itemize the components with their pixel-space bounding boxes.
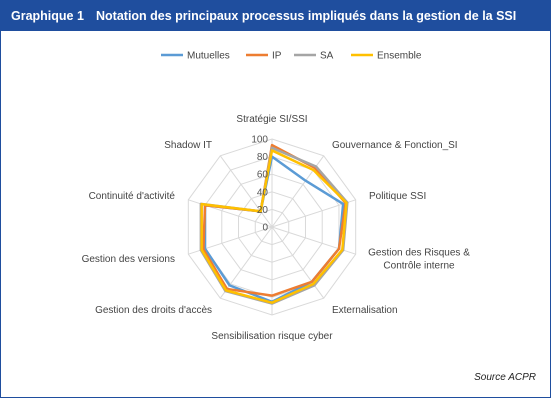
axis-label: Shadow IT	[164, 140, 212, 151]
chart-header: Graphique 1 Notation des principaux proc…	[1, 1, 550, 31]
tick-label: 40	[257, 187, 269, 198]
axis-label: Gestion des versions	[82, 254, 175, 265]
tick-label: 60	[257, 170, 269, 181]
series-line-ensemble	[200, 149, 348, 304]
axis-label: Stratégie SI/SSI	[236, 114, 307, 125]
axis-label: Externalisation	[332, 305, 398, 316]
legend-label-mutuelles: Mutuelles	[187, 51, 230, 62]
tick-label: 0	[262, 223, 268, 234]
legend-label-ensemble: Ensemble	[377, 51, 422, 62]
axis-label: Gestion des Risques & Contrôle interne	[368, 248, 470, 272]
radar-chart: 0 20 40 60 80 100 Stratégie SI/SSI Gouvernance …	[82, 51, 471, 343]
chart-number: Graphique 1	[11, 9, 84, 23]
grid-spoke	[219, 155, 273, 228]
grid-spoke	[219, 226, 273, 299]
axis-label: Gestion des droits d'accès	[95, 305, 212, 316]
tick-label: 20	[257, 205, 269, 216]
legend-label-ip: IP	[272, 51, 282, 62]
axis-label: Gouvernance & Fonction_SI	[332, 140, 458, 151]
axis-label: Politique SSI	[369, 191, 426, 202]
chart-title: Notation des principaux processus impliq…	[96, 9, 517, 23]
axis-label: Sensibilisation risque cyber	[211, 331, 333, 342]
tick-label: 80	[257, 152, 269, 163]
source-note: Source ACPR	[474, 372, 536, 383]
axis-label: Continuité d'activité	[89, 191, 176, 202]
tick-label: 100	[251, 135, 268, 146]
legend-label-sa: SA	[320, 51, 334, 62]
